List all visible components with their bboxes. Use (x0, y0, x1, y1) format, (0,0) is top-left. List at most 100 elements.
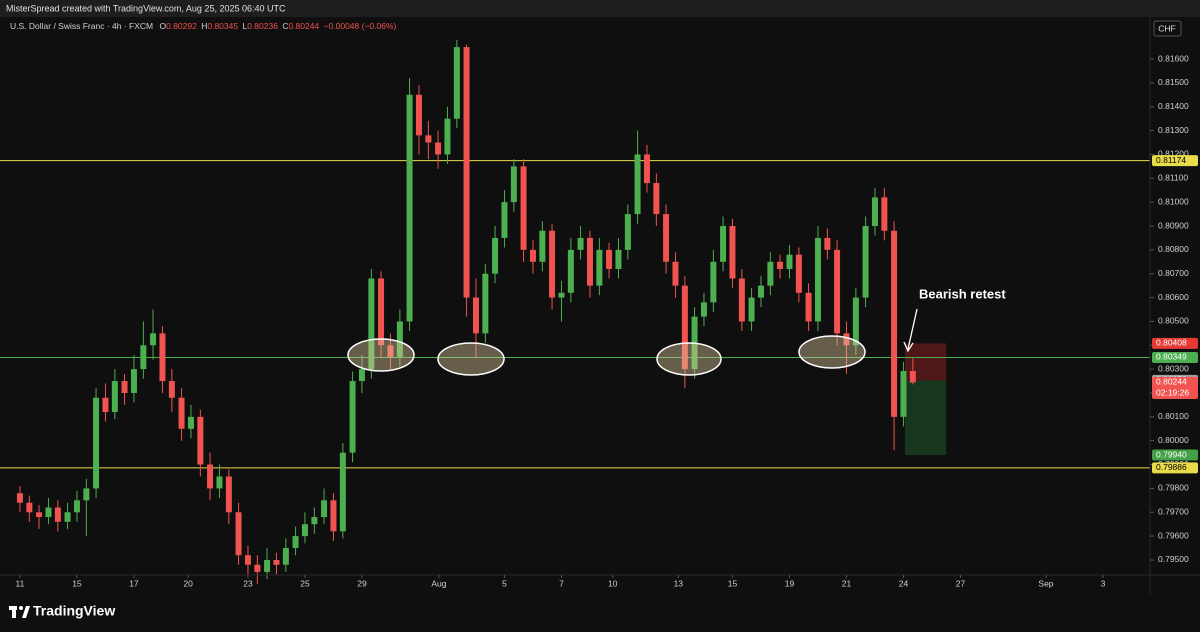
candle-body (805, 292, 812, 322)
candle-body (653, 183, 660, 215)
candle-body (539, 230, 546, 262)
candle-body (567, 249, 574, 293)
candle-body (472, 297, 479, 334)
candle-body (492, 237, 499, 274)
candle-body (26, 502, 33, 513)
candle-body (45, 507, 52, 518)
candle-body (349, 381, 356, 453)
candle-body (282, 548, 289, 565)
y-tick-label: 0.80300 (1158, 363, 1189, 373)
candle-body (292, 536, 299, 549)
candle-body (273, 559, 280, 565)
candle-body (73, 500, 80, 513)
candle-body (520, 166, 527, 250)
candle-body (36, 512, 43, 518)
y-tick-label: 0.80800 (1158, 244, 1189, 254)
price-tag (1152, 155, 1198, 167)
open-value: 0.80292 (166, 21, 197, 31)
y-tick-label: 0.81400 (1158, 101, 1189, 111)
y-tick-label: 0.81300 (1158, 125, 1189, 135)
x-tick-label: 15 (728, 578, 738, 588)
candle-body (900, 371, 907, 417)
support-zones (347, 335, 866, 376)
symbol-title: U.S. Dollar / Swiss Franc · 4h · FXCM (10, 21, 153, 31)
price-tag (1152, 449, 1198, 461)
candle-body (767, 261, 774, 286)
x-tick-label: 13 (674, 578, 684, 588)
candle-body (786, 254, 793, 269)
candle-body (140, 345, 147, 370)
candle-body (529, 249, 536, 262)
price-tag-label: 0.81174 (1156, 155, 1186, 165)
candle-body (453, 47, 460, 119)
candle-body (586, 237, 593, 286)
candle-body (387, 345, 394, 358)
candle-body (264, 559, 271, 572)
candle-body (834, 249, 841, 334)
candle-body (463, 47, 470, 298)
candle-body (482, 273, 489, 334)
candle-body (643, 154, 650, 184)
x-tick-label: 7 (559, 578, 564, 588)
candle-body (748, 297, 755, 322)
x-tick-label: 29 (357, 578, 367, 588)
y-tick-label: 0.80500 (1158, 316, 1189, 326)
candle-body (672, 261, 679, 286)
candle-body (634, 154, 641, 215)
candle-body (311, 517, 318, 525)
candle-body (254, 564, 261, 572)
y-tick-label: 0.81100 (1158, 173, 1188, 183)
y-tick-label: 0.80000 (1158, 435, 1189, 445)
zone-ellipse (437, 342, 505, 376)
x-tick-label: Sep (1038, 578, 1053, 588)
candle-body (663, 214, 670, 262)
annotation: Bearish retest (919, 286, 1006, 301)
candle-body (321, 500, 328, 518)
candle-body (187, 416, 194, 429)
candle-body (102, 397, 109, 413)
candle-body (406, 94, 413, 322)
y-tick-label: 0.80600 (1158, 292, 1189, 302)
candle-body (396, 321, 403, 358)
candle-body (339, 452, 346, 532)
x-tick-label: 10 (608, 578, 618, 588)
candle-body (425, 135, 432, 143)
y-tick-label: 0.81200 (1158, 149, 1189, 159)
candle-body (368, 278, 375, 370)
candle-body (244, 555, 251, 565)
price-tag-label: 0.80408 (1156, 338, 1187, 348)
candle-body (720, 226, 727, 262)
candle-body (909, 371, 916, 383)
brand-logo (9, 606, 30, 618)
candle-body (757, 285, 764, 298)
target-zone (904, 380, 947, 456)
x-tick-label: 21 (842, 578, 852, 588)
candle-body (795, 254, 802, 293)
symbol-legend: U.S. Dollar / Swiss Franc · 4h · FXCM O0… (10, 21, 397, 31)
candle-body (862, 226, 869, 298)
close-value: 0.80244 (288, 21, 319, 31)
y-tick-label: 0.79500 (1158, 554, 1189, 564)
candle-body (83, 488, 90, 501)
price-tag (1152, 351, 1198, 363)
x-tick-label: Aug (431, 578, 446, 588)
candle-body (615, 249, 622, 269)
x-tick-label: 3 (1101, 578, 1106, 588)
candle-body (435, 142, 442, 155)
currency-box[interactable] (1153, 20, 1182, 37)
candle-body (738, 278, 745, 322)
logo-part (12, 606, 16, 618)
plot-area (0, 39, 1150, 584)
y-tick-label: 0.80700 (1158, 268, 1189, 278)
price-tag (1152, 337, 1198, 349)
x-tick-label: 19 (785, 578, 795, 588)
y-tick-label: 0.79700 (1158, 507, 1189, 517)
candle-body (16, 493, 23, 503)
brand: TradingView (33, 603, 115, 619)
y-tick-label: 0.79800 (1158, 483, 1189, 493)
candle-body (64, 512, 71, 522)
zone-ellipse (656, 342, 722, 376)
credit: MisterSpread created with TradingView.co… (6, 3, 286, 13)
